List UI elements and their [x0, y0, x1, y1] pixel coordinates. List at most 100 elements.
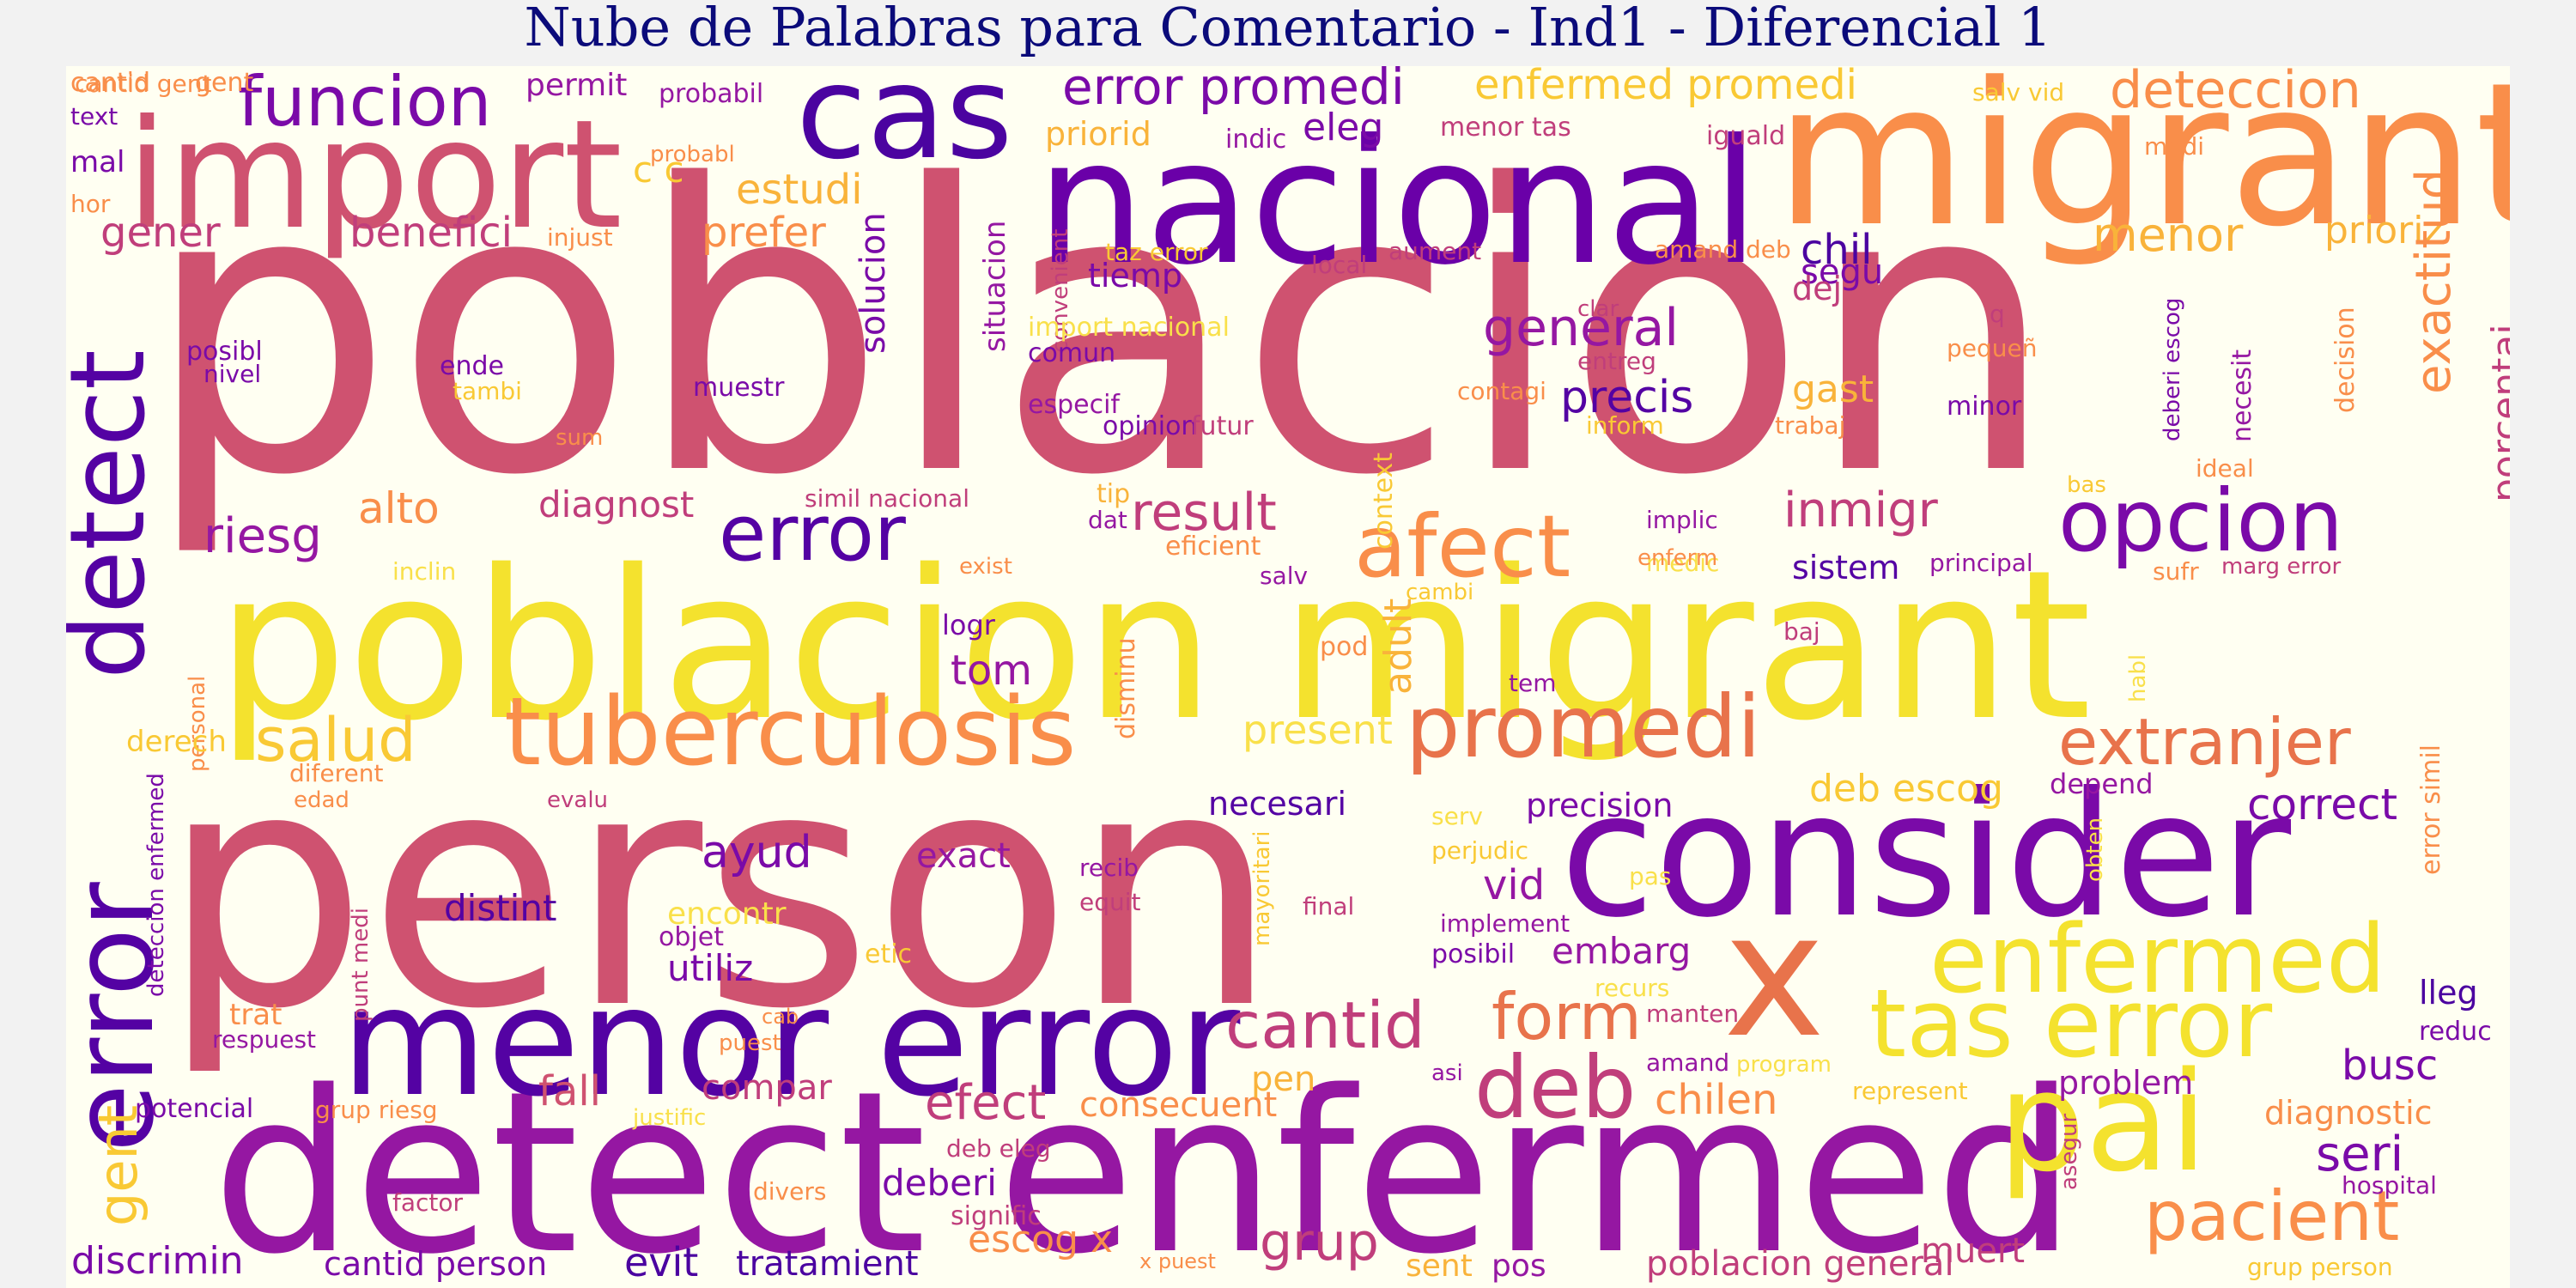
word-justific: justific	[633, 1105, 707, 1131]
word-puest: puest	[719, 1030, 781, 1056]
word-signific: signific	[951, 1201, 1042, 1231]
word-nacional: nacional	[1036, 103, 1760, 303]
word-obten: obten	[2082, 817, 2108, 882]
word-estudi: estudi	[736, 166, 863, 214]
word-encontr: encontr	[667, 896, 787, 932]
word-compar: compar	[702, 1068, 832, 1108]
word-cab: cab	[762, 1005, 799, 1029]
word-entreg: entreg	[1577, 347, 1656, 375]
word-equit: equit	[1079, 888, 1141, 916]
word-posibil: posibil	[1431, 939, 1516, 969]
word-utiliz: utiliz	[667, 947, 754, 989]
word-consecuent: consecuent	[1079, 1085, 1278, 1125]
word-poblacion-general: poblacion general	[1646, 1244, 1954, 1284]
word-amand-deb: amand deb	[1655, 235, 1791, 264]
word-probabl: probabl	[650, 142, 735, 167]
word-prioriz: prioriz	[2324, 209, 2444, 252]
word-diferent: diferent	[289, 759, 384, 787]
word-efect: efect	[925, 1075, 1047, 1131]
word-manten: manten	[1646, 999, 1740, 1028]
word-seri: seri	[2316, 1127, 2404, 1182]
word-c-c: c c	[633, 149, 684, 191]
word-dej: dej	[1792, 270, 1843, 307]
word-potencial: potencial	[135, 1094, 254, 1124]
word-grup: grup	[1260, 1212, 1379, 1273]
word-muert: muert	[1921, 1231, 2026, 1271]
word-futur: futur	[1191, 411, 1254, 441]
word-segu: segu	[1801, 252, 1884, 292]
word-inform: inform	[1586, 411, 1664, 440]
word-gent-small: gent	[195, 68, 254, 98]
word-cambi: cambi	[1406, 580, 1474, 605]
word-cantid-person: cantid person	[324, 1245, 548, 1283]
word-detect-enfermed: detect enfermed	[212, 1044, 2077, 1288]
word-deb-escog: deb escog	[1809, 767, 2003, 811]
word-pos: pos	[1492, 1249, 1546, 1284]
word-grup-person: grup person	[2247, 1253, 2393, 1281]
word-extranjer: extranjer	[2058, 704, 2351, 780]
word-cantid-small: cantid	[70, 68, 151, 98]
word-recib: recib	[1079, 854, 1139, 882]
word-principal: principal	[1929, 549, 2033, 577]
word-serv: serv	[1431, 802, 1483, 830]
word-error-promedi: error promedi	[1062, 66, 1405, 116]
word-etic: etic	[865, 939, 913, 969]
word-eficient: eficient	[1165, 532, 1261, 562]
word-evit: evit	[624, 1239, 699, 1285]
word-salv-vid: salv vid	[1972, 78, 2065, 106]
word-enfermed: enfermed	[1929, 904, 2386, 1014]
word-deb: deb	[1474, 1037, 1637, 1138]
word-correct: correct	[2247, 780, 2398, 829]
word-aument: aument	[1388, 237, 1482, 265]
word-menor-error: menor error	[341, 956, 1241, 1130]
word-embarg: embarg	[1552, 930, 1692, 972]
word-enfermed-promedi: enfermed promedi	[1474, 66, 1857, 109]
word-opinion: opinion	[1103, 411, 1198, 441]
word-tem: tem	[1509, 669, 1557, 697]
word-pod: pod	[1320, 632, 1369, 662]
word-contagi: contagi	[1457, 377, 1546, 405]
word-comun: comun	[1028, 338, 1116, 368]
word-present: present	[1242, 707, 1393, 753]
word-cantid-gent: cantid gent	[75, 70, 212, 98]
word-deb-eleg: deb eleg	[946, 1134, 1051, 1163]
word-situacion: situacion	[978, 220, 1012, 352]
word-opcion: opcion	[2058, 471, 2343, 571]
word-diagnost: diagnost	[538, 483, 695, 526]
word-q: q	[1990, 300, 2005, 328]
word-logr: logr	[942, 609, 995, 641]
word-trabaj: trabaj	[1775, 411, 1846, 440]
word-program: program	[1736, 1052, 1832, 1078]
word-muestr: muestr	[693, 373, 785, 403]
word-marg-error: marg error	[2221, 554, 2342, 580]
word-hor: hor	[70, 190, 111, 218]
word-mayoritari: mayoritari	[1249, 830, 1275, 946]
word-cas: cas	[796, 66, 1013, 188]
word-fall: fall	[538, 1067, 601, 1115]
word-bas: bas	[2067, 472, 2106, 498]
word-punt-medi: punt medi	[348, 908, 374, 1022]
word-clar: clar	[1577, 296, 1619, 322]
word-tuberculosis: tuberculosis	[504, 677, 1077, 787]
word-ideal: ideal	[2196, 454, 2254, 483]
word-x-puest: x puest	[1139, 1249, 1216, 1273]
word-pequen: pequeñ	[1947, 334, 2038, 362]
word-respuest: respuest	[212, 1025, 317, 1054]
word-permit: permit	[526, 68, 628, 103]
word-result: result	[1131, 483, 1277, 543]
word-reduc: reduc	[2419, 1017, 2492, 1047]
word-evalu: evalu	[547, 787, 609, 813]
word-necesari: necesari	[1208, 785, 1346, 823]
word-chil: chil	[1801, 226, 1873, 274]
word-edad: edad	[294, 787, 349, 813]
word-gener: gener	[100, 209, 221, 257]
word-detect: detect	[66, 349, 168, 679]
word-implement: implement	[1440, 909, 1571, 938]
word-poblacion: poblacion	[143, 102, 2057, 562]
word-sufr: sufr	[2153, 557, 2199, 586]
word-trat: trat	[229, 998, 283, 1032]
word-represent: represent	[1852, 1077, 1968, 1105]
word-pas: pas	[1629, 862, 1672, 890]
word-riesg: riesg	[204, 508, 322, 564]
word-precis: precis	[1560, 372, 1694, 423]
